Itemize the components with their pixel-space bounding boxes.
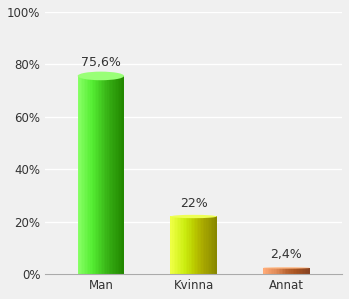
Bar: [211, 216, 212, 274]
Bar: [203, 216, 205, 274]
Bar: [183, 216, 184, 274]
Bar: [280, 268, 282, 274]
Bar: [277, 268, 279, 274]
Bar: [105, 76, 107, 274]
Bar: [206, 216, 208, 274]
Bar: [104, 76, 105, 274]
Bar: [77, 76, 79, 274]
Bar: [189, 216, 191, 274]
Bar: [300, 268, 302, 274]
Bar: [214, 216, 215, 274]
Bar: [208, 216, 209, 274]
Ellipse shape: [77, 72, 124, 80]
Bar: [308, 268, 310, 274]
Bar: [294, 268, 296, 274]
Bar: [305, 268, 306, 274]
Bar: [109, 76, 110, 274]
Bar: [283, 268, 285, 274]
Bar: [96, 76, 98, 274]
Bar: [102, 76, 104, 274]
Bar: [121, 76, 122, 274]
Bar: [172, 216, 173, 274]
Bar: [209, 216, 211, 274]
Bar: [197, 216, 198, 274]
Ellipse shape: [170, 215, 217, 218]
Bar: [302, 268, 303, 274]
Bar: [296, 268, 297, 274]
Bar: [118, 76, 119, 274]
Bar: [291, 268, 292, 274]
Bar: [95, 76, 96, 274]
Bar: [191, 216, 192, 274]
Bar: [212, 216, 214, 274]
Bar: [273, 268, 274, 274]
Bar: [263, 268, 265, 274]
Bar: [198, 216, 200, 274]
Bar: [285, 268, 287, 274]
Bar: [115, 76, 116, 274]
Bar: [79, 76, 81, 274]
Bar: [101, 76, 102, 274]
Bar: [266, 268, 268, 274]
Bar: [87, 76, 89, 274]
Bar: [175, 216, 177, 274]
Bar: [297, 268, 299, 274]
Bar: [192, 216, 194, 274]
Bar: [271, 268, 273, 274]
Bar: [116, 76, 118, 274]
Bar: [112, 76, 113, 274]
Bar: [81, 76, 82, 274]
Bar: [98, 76, 99, 274]
Bar: [181, 216, 183, 274]
Bar: [287, 268, 288, 274]
Bar: [84, 76, 86, 274]
Bar: [187, 216, 189, 274]
Bar: [122, 76, 124, 274]
Bar: [119, 76, 121, 274]
Bar: [186, 216, 187, 274]
Bar: [274, 268, 276, 274]
Bar: [289, 268, 291, 274]
Bar: [215, 216, 217, 274]
Bar: [279, 268, 280, 274]
Bar: [180, 216, 181, 274]
Bar: [292, 268, 294, 274]
Bar: [89, 76, 90, 274]
Bar: [184, 216, 186, 274]
Bar: [93, 76, 95, 274]
Bar: [269, 268, 271, 274]
Bar: [86, 76, 87, 274]
Bar: [170, 216, 172, 274]
Bar: [173, 216, 175, 274]
Bar: [282, 268, 283, 274]
Bar: [205, 216, 206, 274]
Bar: [177, 216, 178, 274]
Bar: [268, 268, 269, 274]
Bar: [306, 268, 308, 274]
Bar: [99, 76, 101, 274]
Bar: [288, 268, 289, 274]
Text: 75,6%: 75,6%: [81, 57, 121, 69]
Bar: [113, 76, 115, 274]
Bar: [110, 76, 112, 274]
Bar: [201, 216, 203, 274]
Bar: [107, 76, 109, 274]
Bar: [82, 76, 84, 274]
Bar: [91, 76, 93, 274]
Bar: [265, 268, 266, 274]
Bar: [90, 76, 91, 274]
Text: 22%: 22%: [180, 197, 208, 210]
Bar: [178, 216, 180, 274]
Ellipse shape: [263, 267, 310, 269]
Bar: [200, 216, 201, 274]
Bar: [194, 216, 195, 274]
Bar: [299, 268, 300, 274]
Text: 2,4%: 2,4%: [270, 248, 302, 261]
Bar: [303, 268, 305, 274]
Bar: [195, 216, 197, 274]
Bar: [276, 268, 277, 274]
